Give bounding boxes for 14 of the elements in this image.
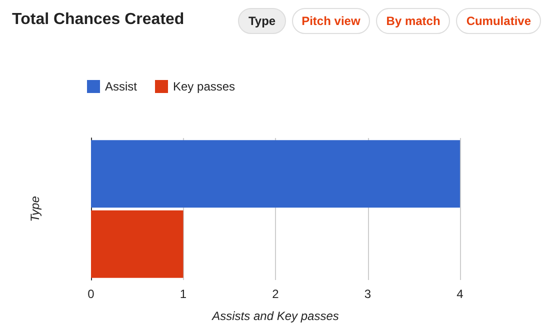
x-axis-title: Assists and Key passes (211, 309, 339, 323)
y-axis-title: Type (28, 196, 42, 222)
toggle-button: By match (376, 8, 450, 34)
chart-title: Total Chances Created (12, 11, 184, 29)
x-tick-label: 4 (456, 287, 464, 301)
legend-label: Key passes (173, 80, 236, 94)
x-tick-label: 0 (88, 287, 95, 301)
legend-label: Assist (105, 80, 138, 94)
x-tick-label: 2 (272, 287, 280, 301)
x-tick-label: 1 (180, 287, 187, 301)
toggle-button: Type (238, 8, 286, 34)
x-tick-label: 3 (364, 287, 372, 301)
toggle-button: Cumulative (456, 8, 541, 34)
toggle-button: Pitch view (292, 8, 370, 34)
